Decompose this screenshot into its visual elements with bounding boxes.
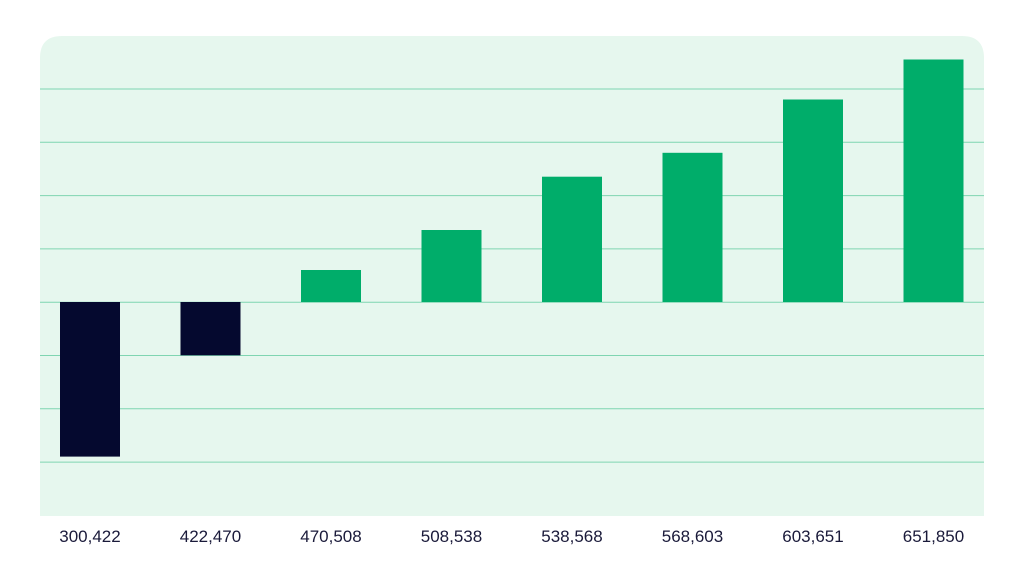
bar-568-603 [662, 152, 723, 302]
bar-651-850 [903, 59, 964, 302]
bar-422-470 [180, 302, 241, 356]
bar-470-508 [301, 270, 361, 302]
bars [60, 59, 964, 457]
bar-508-538 [421, 230, 482, 302]
category-labels: 300,422 422,470 470,508 508,538 538,568 568,6… [59, 527, 964, 546]
x-tick-label: 603,651 [782, 527, 843, 546]
bar-300-422 [60, 302, 120, 457]
bar-603-651 [783, 99, 843, 302]
x-tick-label: 538,568 [541, 527, 602, 546]
x-tick-label: 508,538 [421, 527, 482, 546]
x-tick-label: 422,470 [180, 527, 241, 546]
x-tick-label: 470,508 [300, 527, 361, 546]
x-tick-label: 651,850 [903, 527, 964, 546]
bar-538-568 [542, 176, 602, 302]
x-tick-label: 300,422 [59, 527, 120, 546]
plot-background [40, 36, 984, 516]
x-tick-label: 568,603 [662, 527, 723, 546]
